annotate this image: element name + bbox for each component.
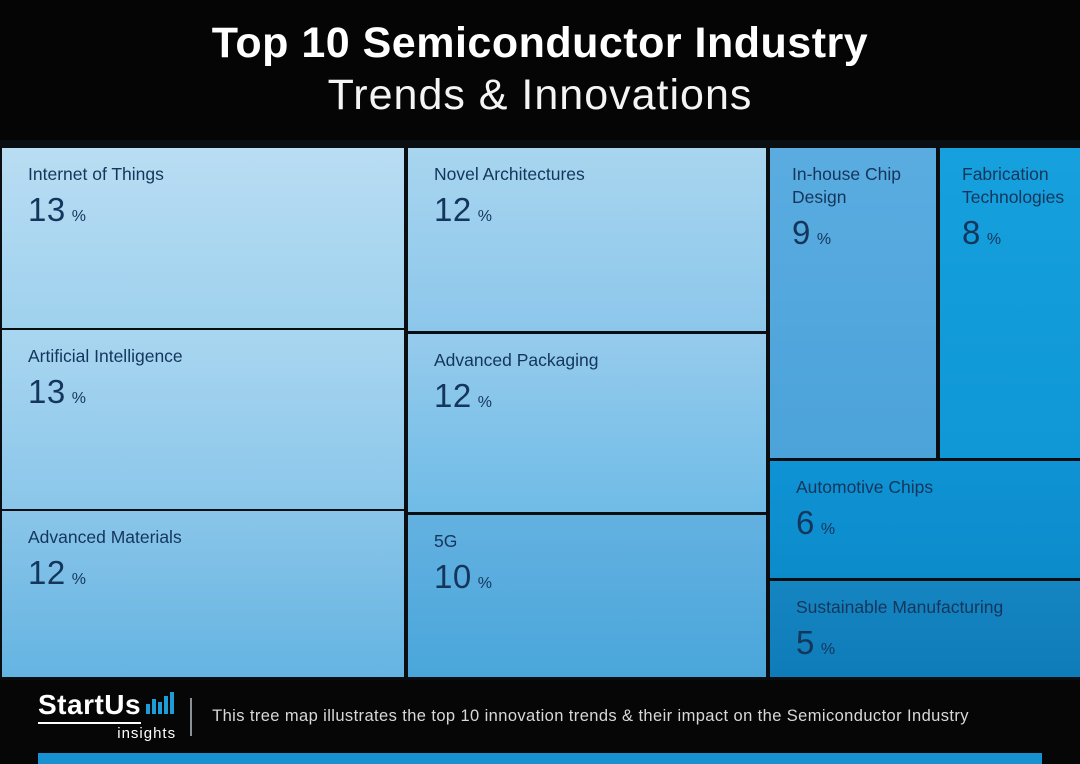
- cell-label: Fabrication Technologies: [962, 164, 1065, 207]
- treemap-cell-artificial-intelligence: Artificial Intelligence 13%: [2, 330, 404, 509]
- treemap-cell-in-house-chip-design: In-house Chip Design 9%: [770, 148, 936, 458]
- cell-unit: %: [477, 575, 492, 592]
- footer-caption: This tree map illustrates the top 10 inn…: [212, 707, 969, 725]
- cell-value: 5: [796, 624, 815, 661]
- cell-value: 13: [28, 373, 66, 410]
- cell-unit: %: [71, 571, 86, 588]
- cell-label: Internet of Things: [28, 164, 164, 184]
- cell-unit: %: [820, 641, 836, 658]
- treemap-cell-advanced-materials: Advanced Materials 12%: [2, 511, 404, 677]
- cell-value: 12: [434, 377, 472, 414]
- header: Top 10 Semiconductor Industry Trends & I…: [0, 0, 1080, 140]
- treemap-cell-5g: 5G 10%: [408, 515, 766, 677]
- page-title-line1: Top 10 Semiconductor Industry: [211, 19, 869, 67]
- treemap-cell-novel-architectures: Novel Architectures 12%: [408, 148, 766, 331]
- bottom-accent-bar: [38, 753, 1042, 764]
- cell-value: 6: [796, 504, 815, 541]
- footer-divider: [190, 697, 193, 736]
- cell-label: Novel Architectures: [434, 164, 585, 184]
- startus-insights-logo: StartUs insights: [38, 691, 176, 742]
- treemap-chart: Internet of Things 13% Artificial Intell…: [0, 140, 1080, 680]
- cell-value: 8: [962, 214, 981, 251]
- treemap-cell-internet-of-things: Internet of Things 13%: [2, 148, 404, 328]
- cell-unit: %: [986, 231, 1002, 248]
- cell-value-row: 5%: [796, 624, 1080, 662]
- logo-wordmark: StartUs: [38, 691, 142, 724]
- cell-value: 12: [28, 554, 66, 591]
- cell-unit: %: [477, 394, 492, 411]
- treemap-cell-sustainable-manufacturing: Sustainable Manufacturing 5%: [770, 581, 1080, 677]
- cell-label: Artificial Intelligence: [28, 346, 183, 366]
- cell-value-row: 9%: [792, 214, 936, 252]
- cell-unit: %: [71, 390, 86, 407]
- bar-chart-icon: [146, 692, 176, 719]
- treemap-cell-automotive-chips: Automotive Chips 6%: [770, 461, 1080, 578]
- treemap-cell-fabrication-technologies: Fabrication Technologies 8%: [940, 148, 1080, 458]
- cell-value-row: 8%: [962, 214, 1080, 252]
- cell-value-row: 13%: [28, 191, 404, 229]
- cell-label: Advanced Packaging: [434, 350, 599, 370]
- cell-value: 13: [28, 191, 66, 228]
- treemap-cell-advanced-packaging: Advanced Packaging 12%: [408, 334, 766, 512]
- cell-label: Advanced Materials: [28, 527, 182, 547]
- logo-insights-label: insights: [117, 725, 177, 742]
- cell-label: In-house Chip Design: [792, 164, 901, 207]
- logo-top-row: StartUs: [38, 691, 176, 724]
- cell-unit: %: [477, 208, 492, 225]
- cell-unit: %: [820, 521, 836, 538]
- page-title-line2: Trends & Innovations: [327, 71, 753, 119]
- cell-unit: %: [71, 208, 86, 225]
- cell-value-row: 10%: [434, 558, 766, 596]
- cell-value: 9: [792, 214, 811, 251]
- cell-value-row: 12%: [28, 554, 404, 592]
- cell-unit: %: [816, 231, 832, 248]
- cell-value-row: 12%: [434, 377, 766, 415]
- cell-value-row: 13%: [28, 373, 404, 411]
- cell-label: 5G: [434, 531, 458, 551]
- cell-value-row: 6%: [796, 504, 1080, 542]
- footer: StartUs insights This tree map illustrat…: [0, 680, 1080, 753]
- cell-value-row: 12%: [434, 191, 766, 229]
- cell-label: Sustainable Manufacturing: [796, 597, 1004, 617]
- cell-value: 12: [434, 191, 472, 228]
- cell-value: 10: [434, 558, 472, 595]
- cell-label: Automotive Chips: [796, 477, 934, 497]
